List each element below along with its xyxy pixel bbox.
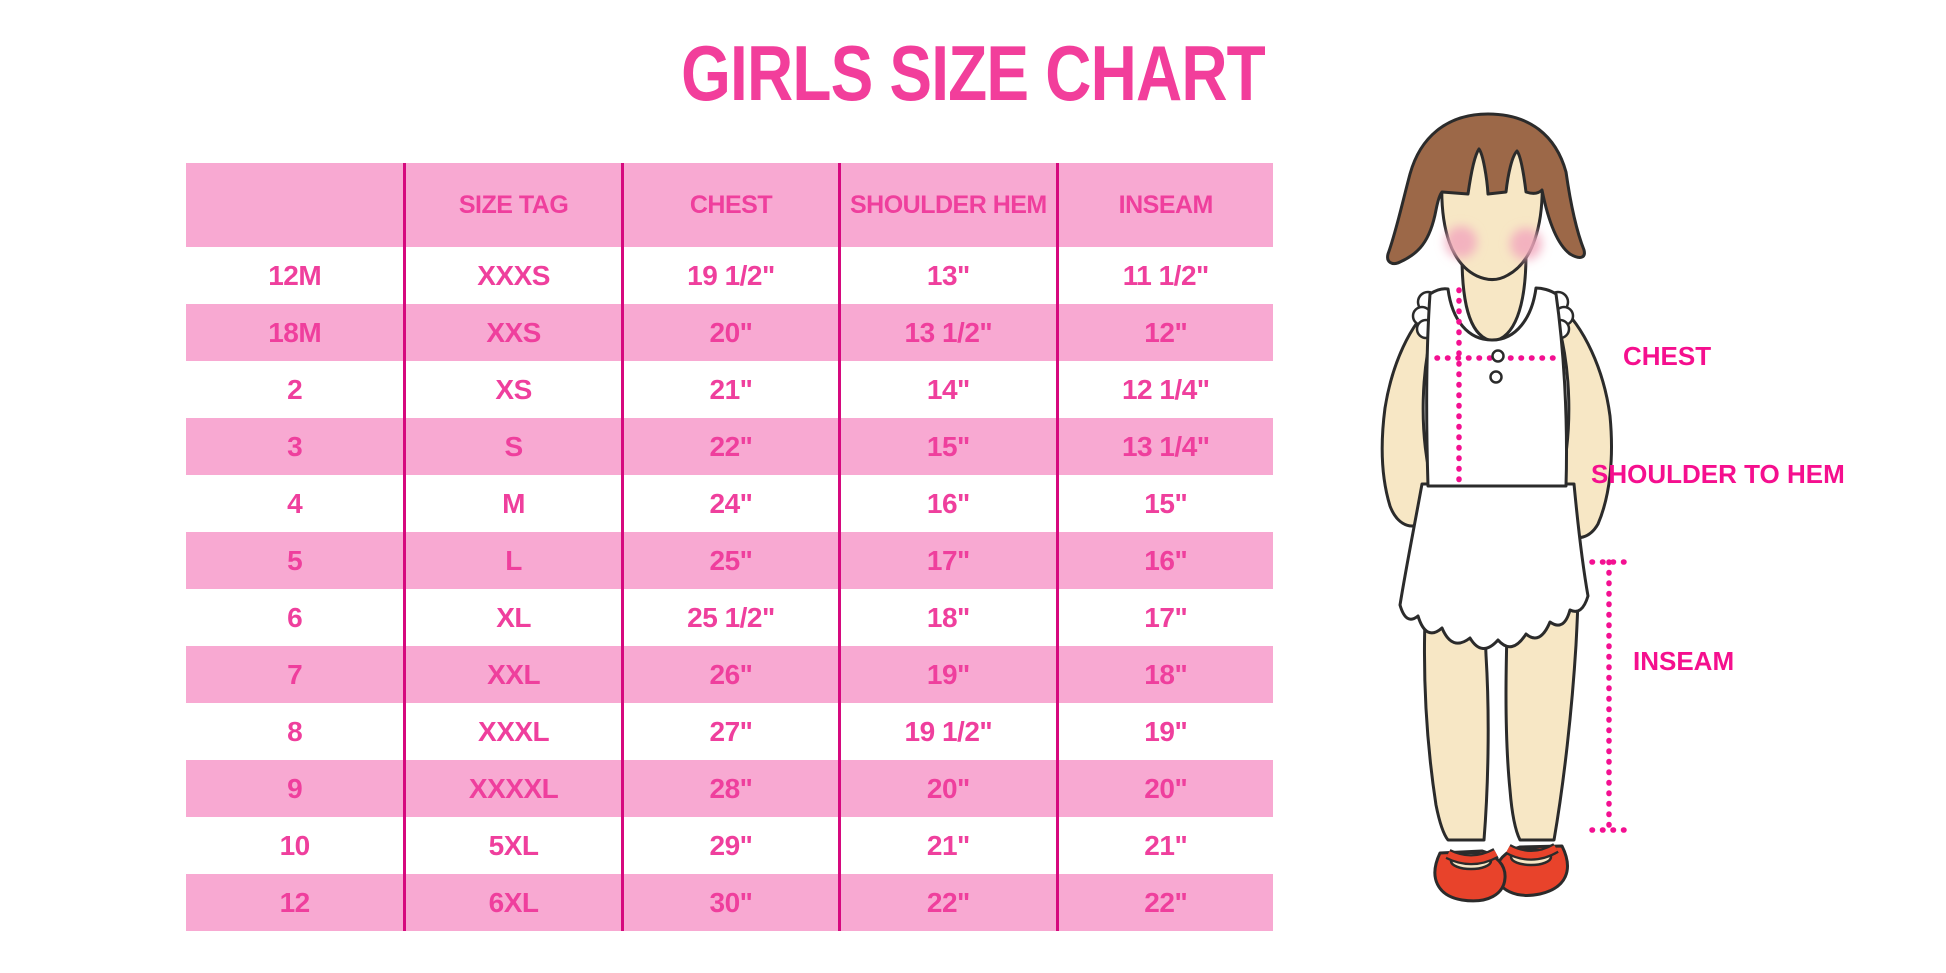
table-cell: 19" (1055, 703, 1273, 760)
girl-measurement-illustration (1380, 112, 1629, 903)
table-cell: 12 (279, 886, 311, 918)
page-title-text: GIRLS SIZE CHART (681, 29, 1266, 117)
size-table: SIZE TAG CHEST SHOULDER HEM INSEAM 12M XX… (186, 163, 1273, 931)
table-cell: 8 (287, 715, 303, 747)
table-cell: 13 1/2" (838, 304, 1055, 361)
table-cell: XXXL (403, 703, 620, 760)
table-cell: 6XL (403, 874, 620, 931)
table-cell: 13 1/4" (1055, 418, 1273, 475)
table-cell: 15" (1055, 475, 1273, 532)
table-cell: 5 (287, 544, 303, 576)
table-cell: 4 (287, 487, 303, 519)
size-table-rows: 12M XXXS 19 1/2" 13" 11 1/2" 18M XXS 20" 13 1/2"… (186, 247, 1273, 931)
table-row: 4 M 24" 16" 15" (186, 475, 1273, 532)
table-cell: 20" (838, 760, 1055, 817)
table-row: 10 5XL 29" 21" 21" (186, 817, 1273, 874)
table-cell: 16" (1055, 532, 1273, 589)
table-cell: 21" (1055, 817, 1273, 874)
header-cell-shoulder-hem: SHOULDER HEM (838, 163, 1055, 247)
table-row: 3 S 22" 15" 13 1/4" (186, 418, 1273, 475)
header-cell-size-tag: SIZE TAG (403, 163, 620, 247)
table-cell: S (403, 418, 620, 475)
table-cell: XXL (403, 646, 620, 703)
table-cell: XXXXL (403, 760, 620, 817)
table-row: 9 XXXXL 28" 20" 20" (186, 760, 1273, 817)
header-cell-size (186, 163, 403, 247)
girl-skirt (1398, 482, 1590, 650)
table-cell: 18" (838, 589, 1055, 646)
table-cell: 25 1/2" (620, 589, 838, 646)
table-cell: 9 (287, 772, 303, 804)
table-cell: 2 (287, 373, 303, 405)
table-cell: 12 1/4" (1055, 361, 1273, 418)
table-cell: 29" (620, 817, 838, 874)
table-cell: 17" (1055, 589, 1273, 646)
girl-cheeks (1445, 226, 1542, 260)
table-cell: 24" (620, 475, 838, 532)
shoulder-to-hem-label: SHOULDER TO HEM (1591, 459, 1845, 489)
table-cell: 12" (1055, 304, 1273, 361)
table-cell: 20" (1055, 760, 1273, 817)
table-cell: 27" (620, 703, 838, 760)
girl-hair (1386, 112, 1586, 266)
table-cell: 14" (838, 361, 1055, 418)
table-cell: 19 1/2" (838, 703, 1055, 760)
table-row: 5 L 25" 17" 16" (186, 532, 1273, 589)
table-row: 18M XXS 20" 13 1/2" 12" (186, 304, 1273, 361)
table-row: 2 XS 21" 14" 12 1/4" (186, 361, 1273, 418)
table-cell: 26" (620, 646, 838, 703)
table-cell: L (403, 532, 620, 589)
table-row: 6 XL 25 1/2" 18" 17" (186, 589, 1273, 646)
table-row: 8 XXXL 27" 19 1/2" 19" (186, 703, 1273, 760)
table-cell: 11 1/2" (1055, 247, 1273, 304)
table-cell: 22" (838, 874, 1055, 931)
table-cell: 28" (620, 760, 838, 817)
table-header-row: SIZE TAG CHEST SHOULDER HEM INSEAM (186, 163, 1273, 247)
table-row: 12 6XL 30" 22" 22" (186, 874, 1273, 931)
table-cell: 12M (268, 259, 322, 291)
chest-label: CHEST (1623, 341, 1712, 371)
table-cell: 6 (287, 601, 303, 633)
table-cell: 22" (1055, 874, 1273, 931)
header-cell-chest: CHEST (620, 163, 838, 247)
table-cell: 13" (838, 247, 1055, 304)
girl-arms (1380, 302, 1613, 540)
table-cell: 21" (838, 817, 1055, 874)
table-cell: 17" (838, 532, 1055, 589)
table-cell: 18" (1055, 646, 1273, 703)
table-cell: 19 1/2" (620, 247, 838, 304)
table-cell: XL (403, 589, 620, 646)
table-cell: M (403, 475, 620, 532)
table-cell: 10 (279, 829, 311, 861)
table-cell: XS (403, 361, 620, 418)
table-cell: 25" (620, 532, 838, 589)
table-cell: 16" (838, 475, 1055, 532)
table-cell: 22" (620, 418, 838, 475)
table-cell: XXXS (403, 247, 620, 304)
table-cell: 20" (620, 304, 838, 361)
inseam-label: INSEAM (1633, 646, 1735, 676)
table-row: 7 XXL 26" 19" 18" (186, 646, 1273, 703)
girl-shoes (1433, 843, 1569, 903)
girl-top-buttons (1489, 349, 1505, 384)
table-cell: 15" (838, 418, 1055, 475)
table-cell: XXS (403, 304, 620, 361)
table-row: 12M XXXS 19 1/2" 13" 11 1/2" (186, 247, 1273, 304)
table-cell: 19" (838, 646, 1055, 703)
table-cell: 3 (287, 430, 303, 462)
header-cell-inseam: INSEAM (1055, 163, 1273, 247)
table-cell: 18M (268, 316, 322, 348)
table-cell: 30" (620, 874, 838, 931)
table-cell: 7 (287, 658, 303, 690)
table-cell: 5XL (403, 817, 620, 874)
table-cell: 21" (620, 361, 838, 418)
page-title: GIRLS SIZE CHART (0, 28, 1946, 119)
